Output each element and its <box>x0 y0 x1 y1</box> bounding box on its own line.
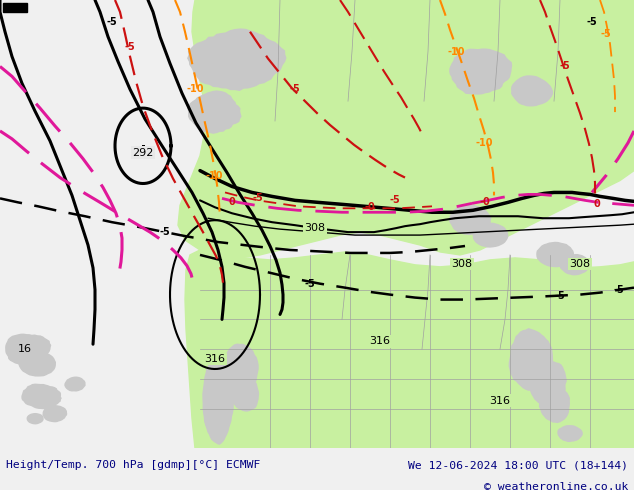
Polygon shape <box>560 255 590 275</box>
Polygon shape <box>450 205 491 234</box>
Text: -5: -5 <box>390 196 401 205</box>
Text: -5: -5 <box>290 84 301 94</box>
Polygon shape <box>65 377 85 391</box>
Polygon shape <box>540 387 569 422</box>
Bar <box>3 3 27 12</box>
Polygon shape <box>558 426 582 441</box>
Text: -5: -5 <box>107 17 117 27</box>
Text: 308: 308 <box>451 259 472 269</box>
Text: 0: 0 <box>229 197 235 207</box>
Text: 0: 0 <box>593 199 600 209</box>
Polygon shape <box>188 91 241 133</box>
Text: -0: -0 <box>480 197 490 207</box>
Text: 308: 308 <box>569 259 590 269</box>
Text: -5: -5 <box>555 291 566 300</box>
Polygon shape <box>185 250 634 448</box>
Text: -5: -5 <box>252 194 263 203</box>
Polygon shape <box>27 414 43 424</box>
Text: 316: 316 <box>205 354 226 364</box>
Text: -10: -10 <box>186 84 204 94</box>
Polygon shape <box>473 223 508 247</box>
Text: 316: 316 <box>489 396 510 406</box>
Polygon shape <box>512 76 552 106</box>
Polygon shape <box>450 49 512 94</box>
Text: -5: -5 <box>304 279 315 289</box>
Polygon shape <box>188 29 286 90</box>
Text: -5: -5 <box>125 42 136 51</box>
Text: -5: -5 <box>586 17 597 27</box>
Text: 308: 308 <box>304 223 326 233</box>
Text: -0: -0 <box>365 202 375 212</box>
Text: Height/Temp. 700 hPa [gdmp][°C] ECMWF: Height/Temp. 700 hPa [gdmp][°C] ECMWF <box>6 460 261 470</box>
Polygon shape <box>178 0 634 258</box>
Polygon shape <box>537 243 573 267</box>
Polygon shape <box>22 384 61 409</box>
Text: -10: -10 <box>476 138 493 148</box>
Text: 292: 292 <box>133 148 153 158</box>
Text: -5: -5 <box>160 227 171 237</box>
Polygon shape <box>19 352 55 376</box>
Text: -5: -5 <box>600 29 611 39</box>
Polygon shape <box>529 362 566 405</box>
Polygon shape <box>231 377 259 411</box>
Text: -5: -5 <box>560 61 571 72</box>
Polygon shape <box>203 355 233 444</box>
Text: -10: -10 <box>447 47 465 56</box>
Polygon shape <box>6 334 51 365</box>
Polygon shape <box>509 329 552 390</box>
Text: 16: 16 <box>18 344 32 354</box>
Text: -5: -5 <box>614 285 624 294</box>
Text: We 12-06-2024 18:00 UTC (18+144): We 12-06-2024 18:00 UTC (18+144) <box>408 460 628 470</box>
Text: 316: 316 <box>370 336 391 346</box>
Polygon shape <box>43 406 67 421</box>
Text: -10: -10 <box>205 171 223 181</box>
Polygon shape <box>223 344 258 394</box>
Text: © weatheronline.co.uk: © weatheronline.co.uk <box>484 482 628 490</box>
